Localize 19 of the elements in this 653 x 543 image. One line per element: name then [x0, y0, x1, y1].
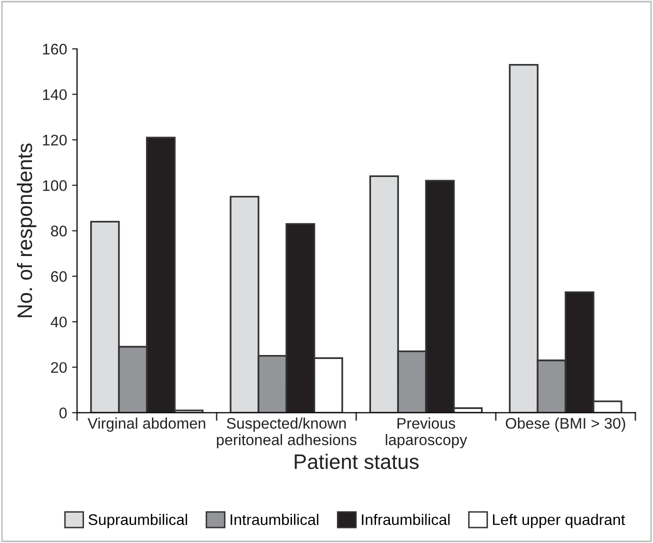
x-axis-title: Patient status: [294, 454, 419, 470]
x-tick-label: Suspected/known peritoneal adhesions: [216, 418, 356, 448]
y-tick-label: 100: [43, 180, 67, 191]
y-tick-label: 160: [43, 44, 67, 55]
legend-label: Infraumbilical: [362, 514, 450, 526]
x-tick-label: Previous laparoscopy: [386, 418, 468, 448]
y-tick-label: 120: [43, 134, 67, 146]
y-axis-title: No. of respondents: [16, 144, 36, 318]
y-tick-label: 60: [51, 271, 67, 282]
y-tick-label: 80: [51, 226, 67, 236]
legend-label: Intraumbilical: [230, 514, 318, 526]
legend-label: Supraumbilical: [88, 514, 188, 528]
x-tick-label: Obese (BMI > 30): [506, 418, 626, 432]
y-tick-label: 40: [50, 316, 67, 328]
y-tick-label: 20: [51, 362, 67, 373]
legend-label: Left upper quadrant: [493, 514, 626, 528]
y-tick-label: 0: [59, 408, 67, 418]
x-tick-label: Virginal abdomen: [88, 418, 206, 432]
y-tick-label: 140: [43, 89, 67, 100]
